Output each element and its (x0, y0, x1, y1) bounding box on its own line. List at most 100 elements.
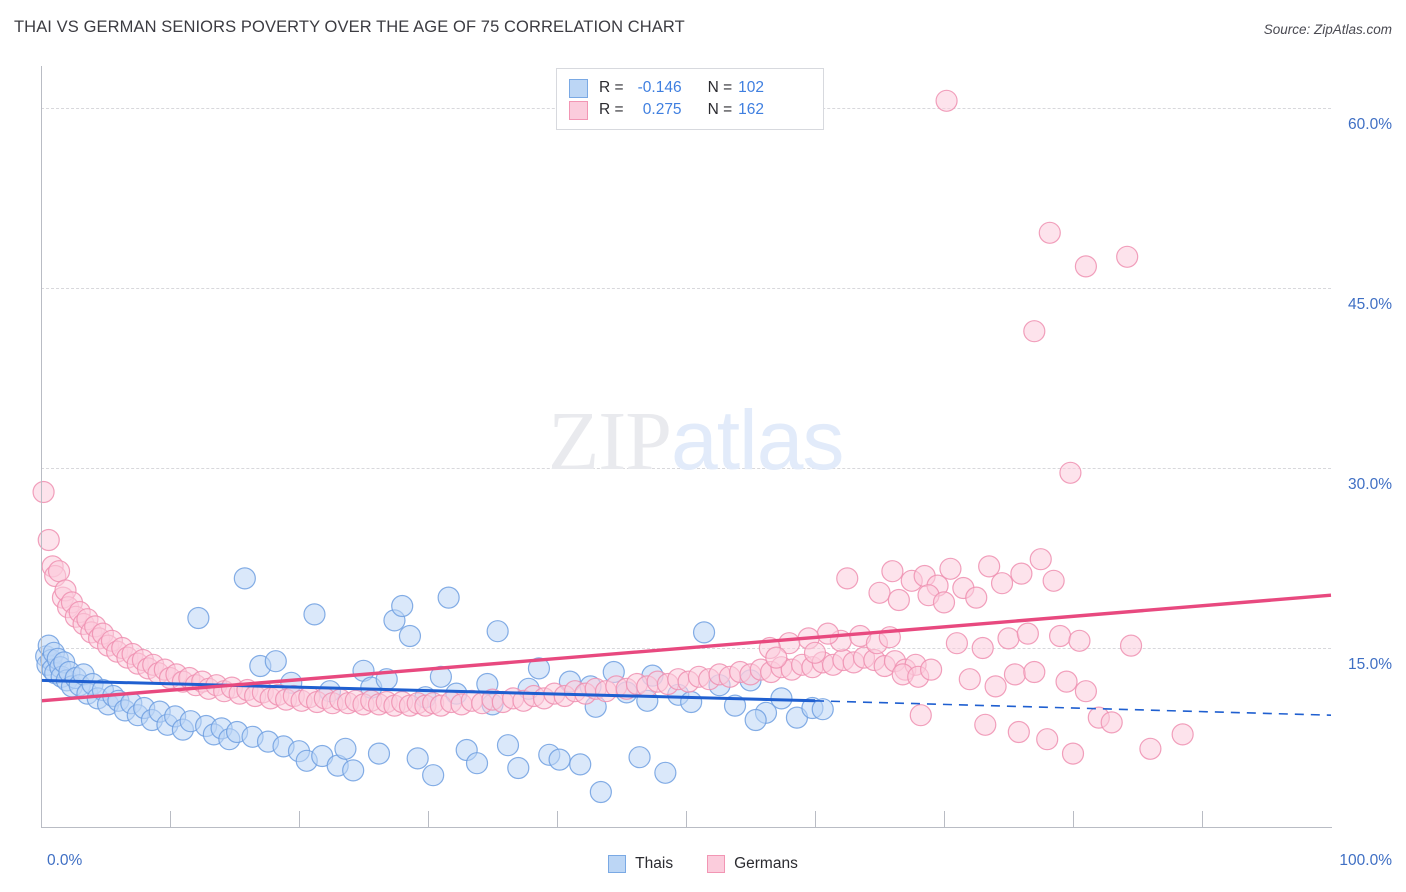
data-point (1171, 723, 1194, 746)
data-point (945, 632, 969, 655)
data-point (1100, 711, 1123, 734)
data-point (264, 650, 287, 673)
data-point (527, 657, 551, 680)
legend-item-thais[interactable]: Thais (608, 855, 673, 873)
data-point (978, 555, 1001, 578)
data-point (744, 708, 767, 732)
data-point (342, 759, 365, 782)
data-point (32, 480, 55, 504)
trendline-germans (40, 593, 1332, 703)
data-point (233, 567, 256, 590)
data-point (1007, 720, 1030, 744)
data-point (803, 641, 827, 664)
data-point (919, 658, 943, 681)
trendline-thais-extrapolated (814, 700, 1332, 716)
data-point (836, 567, 859, 590)
data-point (1061, 742, 1085, 765)
germans-n-key: N = (707, 101, 733, 118)
data-point (187, 606, 210, 630)
page-title: THAI VS GERMAN SENIORS POVERTY OVER THE … (14, 18, 685, 36)
data-point (1119, 634, 1143, 657)
data-point (1036, 728, 1059, 751)
data-point (935, 89, 958, 112)
data-point (984, 675, 1007, 698)
data-point (654, 761, 677, 784)
data-point (974, 713, 997, 736)
thais-n-value: 102 (738, 79, 764, 96)
data-point (990, 572, 1014, 595)
data-point (1023, 320, 1046, 343)
data-point (1139, 737, 1162, 760)
y-axis-tick-label: 15.0% (1348, 656, 1392, 673)
germans-swatch-icon (569, 100, 588, 120)
scatter-layer (32, 89, 1332, 804)
x-axis-tick (1202, 811, 1203, 828)
data-point (1059, 461, 1082, 484)
data-point (589, 780, 612, 804)
x-axis-tick (557, 811, 558, 828)
data-point (1048, 624, 1072, 648)
data-point (881, 560, 904, 583)
data-point (958, 668, 981, 691)
data-point (816, 622, 840, 645)
y-axis-tick-label: 60.0% (1348, 116, 1392, 133)
data-point (569, 753, 592, 776)
series-legend: Thais Germans (0, 851, 1406, 877)
data-point (723, 694, 747, 717)
thais-n-key: N = (707, 79, 733, 96)
data-point (1055, 670, 1078, 693)
germans-legend-swatch-icon (707, 855, 726, 873)
y-axis-tick-label: 45.0% (1348, 296, 1392, 313)
y-axis-line (41, 66, 42, 828)
data-point (965, 586, 988, 609)
data-point (37, 528, 60, 552)
data-point (465, 752, 489, 775)
thais-r-key: R = (599, 79, 624, 96)
data-point (367, 742, 391, 765)
correlation-stats-box: R = -0.146 N = 102 R = 0.275 N = 162 (556, 68, 824, 130)
data-point (1023, 660, 1046, 684)
data-point (1003, 663, 1027, 686)
data-point (1116, 245, 1139, 268)
x-axis-tick (170, 811, 171, 828)
data-point (429, 665, 452, 688)
data-point (1016, 622, 1039, 645)
data-point (1074, 255, 1098, 278)
thais-legend-label: Thais (635, 855, 674, 872)
data-point (971, 636, 994, 660)
data-point (486, 620, 509, 643)
x-axis-tick (1073, 811, 1074, 828)
plot-area: ZIPatlas (32, 66, 1332, 828)
data-point (680, 690, 703, 714)
data-point (1029, 548, 1052, 571)
germans-r-key: R = (599, 101, 624, 118)
y-axis-tick-label: 30.0% (1348, 476, 1392, 493)
germans-r-value: 0.275 (642, 101, 682, 118)
x-axis-tick (428, 811, 429, 828)
data-point (932, 591, 956, 614)
data-point (887, 588, 910, 612)
legend-item-germans[interactable]: Germans (707, 855, 798, 873)
data-point (334, 737, 357, 760)
trendline-thais (40, 678, 816, 703)
x-axis-tick (299, 811, 300, 828)
x-axis-tick (686, 811, 687, 828)
x-axis-label-min: 0.0% (47, 852, 83, 869)
data-point (548, 748, 571, 771)
thais-legend-swatch-icon (608, 855, 627, 873)
x-axis-label-max: 100.0% (1339, 852, 1392, 869)
gridline (41, 288, 1331, 289)
data-point (303, 603, 326, 626)
data-point (507, 756, 530, 780)
data-point (398, 624, 422, 648)
data-point (628, 746, 651, 769)
data-point (391, 594, 414, 618)
thais-swatch-icon (569, 78, 588, 98)
data-point (1042, 569, 1065, 592)
data-point (765, 646, 788, 669)
data-point (422, 764, 445, 787)
data-point (1038, 221, 1061, 244)
x-axis-tick (815, 811, 816, 828)
data-point (939, 557, 962, 580)
